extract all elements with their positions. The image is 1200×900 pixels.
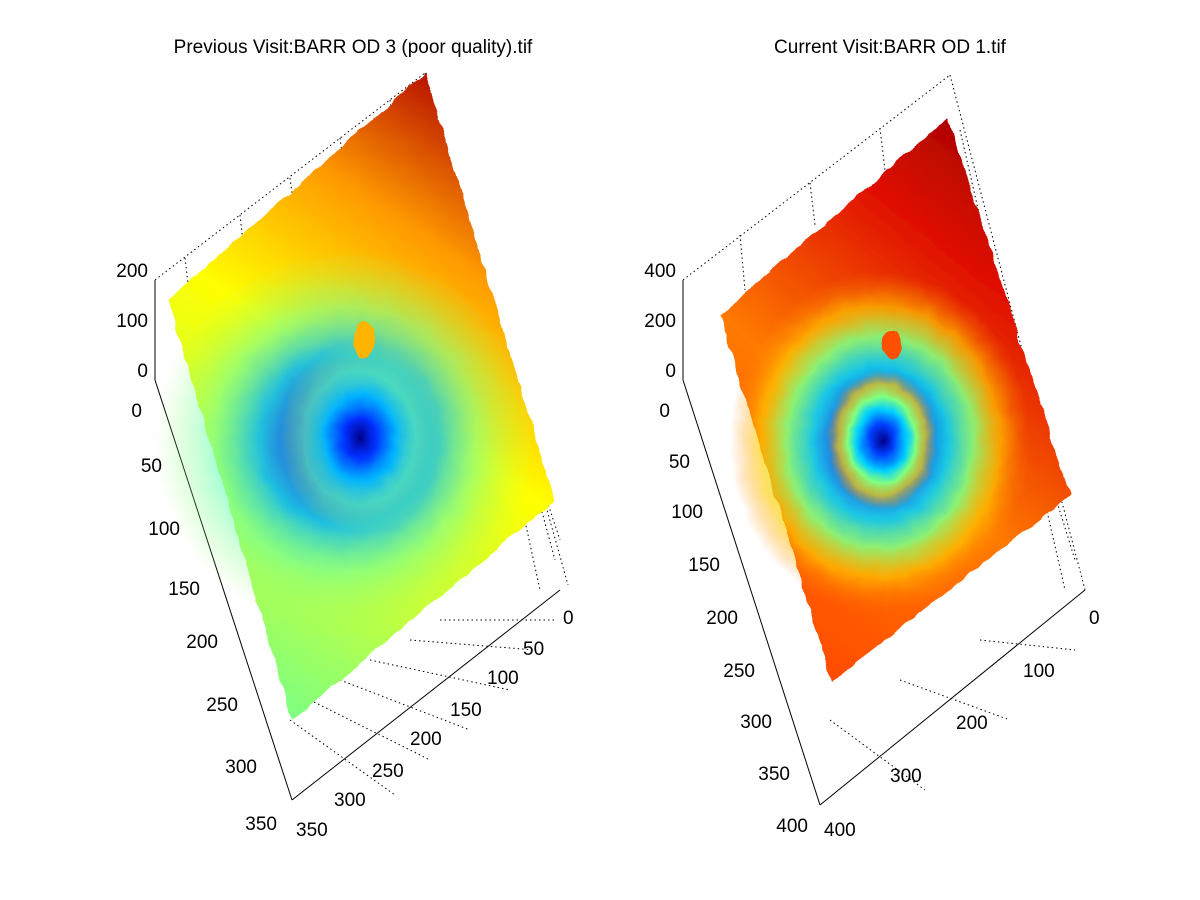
left-x-tick: 200 — [410, 729, 442, 750]
left-surface-plot: Previous Visit:BARR OD 3 (poor quality).… — [116, 37, 573, 841]
left-y-tick: 300 — [225, 757, 257, 778]
right-x-tick: 200 — [956, 713, 988, 734]
left-x-tick: 50 — [523, 639, 544, 660]
left-x-tick: 0 — [563, 608, 574, 629]
left-plot-title: Previous Visit:BARR OD 3 (poor quality).… — [174, 37, 533, 58]
left-y-tick: 100 — [148, 519, 180, 540]
right-x-tick: 100 — [1023, 661, 1055, 682]
left-x-ticks: 0 50 100 150 200 250 300 350 — [296, 608, 574, 841]
left-y-ticks: 0 50 100 150 200 250 300 350 — [131, 401, 277, 835]
right-surface — [720, 118, 1070, 682]
right-y-tick: 250 — [723, 661, 755, 682]
left-z-tick: 0 — [137, 361, 148, 382]
right-x-tick: 400 — [824, 820, 856, 841]
right-z-tick: 0 — [665, 361, 676, 382]
right-y-tick: 150 — [688, 555, 720, 576]
right-y-ticks: 0 50 100 150 200 250 300 350 400 — [659, 401, 808, 837]
left-x-tick: 100 — [487, 668, 519, 689]
left-x-tick: 350 — [296, 820, 328, 841]
right-y-tick: 50 — [669, 452, 690, 473]
right-x-tick: 0 — [1089, 608, 1100, 629]
right-x-tick: 300 — [890, 766, 922, 787]
left-y-tick: 50 — [141, 456, 162, 477]
left-z-tick: 200 — [116, 261, 148, 282]
right-z-tick: 400 — [644, 261, 676, 282]
left-y-tick: 250 — [206, 695, 238, 716]
left-x-tick: 150 — [450, 700, 482, 721]
right-y-tick: 400 — [776, 816, 808, 837]
left-x-tick: 250 — [372, 761, 404, 782]
left-surface — [155, 73, 555, 720]
right-y-tick: 350 — [758, 764, 790, 785]
right-y-tick: 0 — [659, 401, 670, 422]
left-y-tick: 150 — [168, 579, 200, 600]
left-y-tick: 350 — [245, 814, 277, 835]
right-surface-plot: Current Visit:BARR OD 1.tif 400 200 — [644, 37, 1099, 841]
right-z-tick: 200 — [644, 311, 676, 332]
right-y-tick: 200 — [706, 608, 738, 629]
right-y-tick: 300 — [740, 712, 772, 733]
right-x-ticks: 0 100 200 300 400 — [824, 608, 1100, 841]
right-z-ticks: 400 200 0 — [644, 261, 676, 382]
right-y-tick: 100 — [671, 502, 703, 523]
left-x-tick: 300 — [334, 790, 366, 811]
left-y-tick: 200 — [186, 632, 218, 653]
left-z-ticks: 200 100 0 — [116, 261, 148, 382]
left-z-tick: 100 — [116, 311, 148, 332]
right-plot-title: Current Visit:BARR OD 1.tif — [774, 37, 1007, 58]
left-y-tick: 0 — [131, 401, 142, 422]
